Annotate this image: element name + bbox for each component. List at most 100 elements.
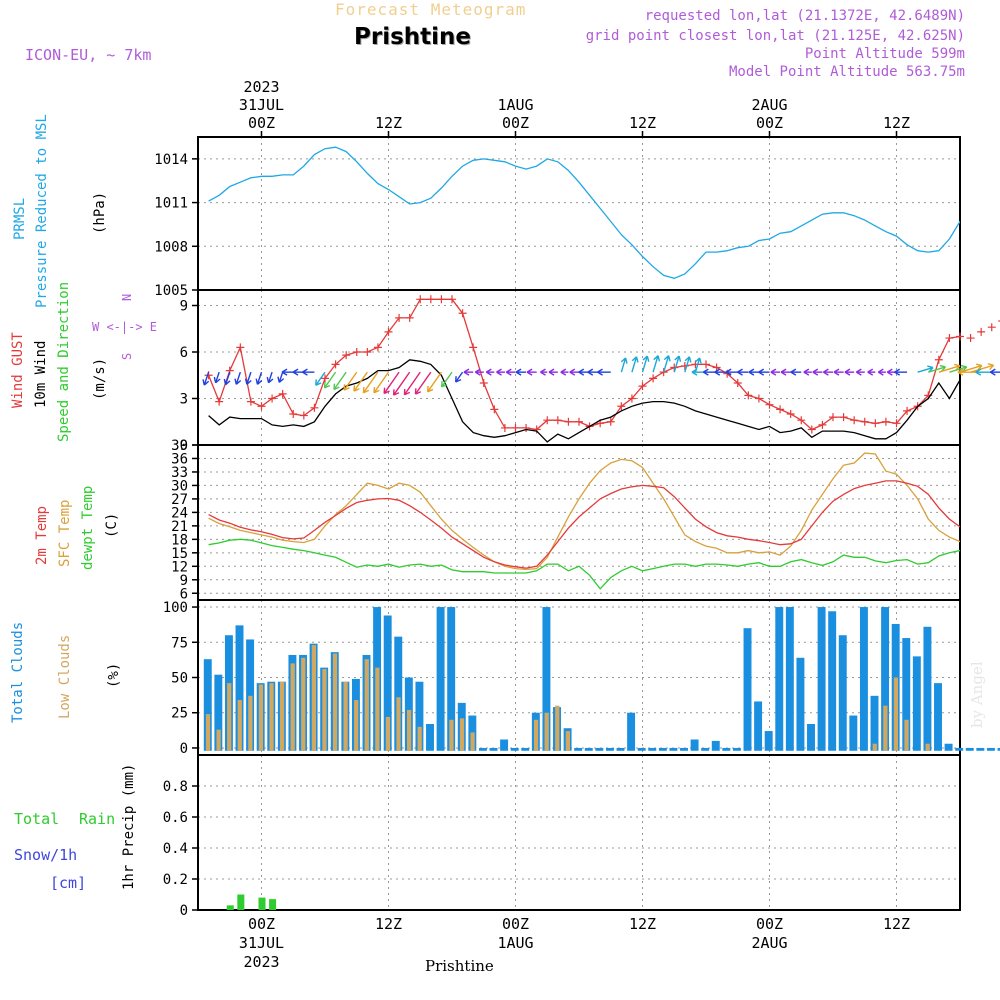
gust-marker	[553, 416, 562, 425]
wind-arrow-head	[597, 368, 603, 376]
total-cloud-bar	[383, 615, 392, 751]
low-cloud-bar	[533, 719, 539, 751]
compass-n: N	[120, 294, 134, 301]
wind-arrow-head	[894, 368, 901, 376]
gust-marker	[257, 402, 266, 411]
gust-marker	[437, 295, 446, 304]
total-cloud-bar	[881, 607, 890, 751]
gust-marker	[342, 351, 351, 360]
wind-arrow-head	[833, 368, 840, 376]
low-cloud-bar	[883, 705, 888, 751]
gust-marker	[395, 313, 404, 322]
wind-arrow-head	[957, 368, 964, 376]
wind-arrow-head	[505, 368, 512, 376]
wind-arrow	[203, 371, 210, 386]
wind-arrow-head	[496, 368, 502, 376]
dewpt-line	[208, 538, 960, 590]
gust-marker	[649, 374, 658, 383]
total-cloud-bar	[574, 747, 583, 751]
total-cloud-bar	[521, 747, 530, 751]
wind-arrow-head	[343, 384, 350, 391]
y-tick-label: 39	[171, 438, 188, 454]
wind-arrow-head	[877, 368, 884, 376]
total-cloud-bar	[203, 659, 212, 751]
gust-marker	[416, 295, 425, 304]
y-tick-label: 6	[180, 586, 188, 602]
wind-arrow-head	[812, 368, 819, 376]
y-tick-label: 0.8	[163, 779, 188, 795]
wind-arrow-head	[485, 368, 492, 376]
total-cloud-bar	[754, 701, 763, 751]
low-cloud-bar	[565, 731, 570, 751]
wind-arrow-head	[780, 368, 787, 376]
total-cloud-bar	[859, 607, 868, 751]
wind-arrow-head	[315, 379, 322, 386]
wind-arrow-head	[540, 368, 546, 376]
total-cloud-bar	[669, 747, 678, 751]
gust-marker	[977, 327, 986, 336]
total-cloud-bar	[807, 724, 815, 751]
model-label: ICON-EU, ~ 7km	[25, 46, 152, 64]
total-cloud-bar	[722, 747, 731, 751]
gust-marker	[490, 405, 499, 414]
y-tick-label: 0.4	[163, 841, 188, 857]
bottom-date-label: 2AUG	[751, 934, 787, 952]
total-cloud-bar	[934, 683, 942, 751]
gust-marker	[903, 406, 912, 415]
low-cloud-bar	[227, 683, 232, 751]
wind-arrow	[353, 371, 368, 392]
gust-marker	[511, 423, 520, 432]
gust-marker	[860, 417, 869, 426]
y-tick-label: 100	[163, 600, 188, 616]
gust-marker	[818, 420, 827, 429]
gust-marker	[246, 397, 255, 406]
wind-arrow-head	[255, 378, 263, 385]
wind-arrow-head	[790, 368, 797, 376]
total-cloud-bar	[965, 747, 974, 751]
total-cloud-bar	[595, 747, 604, 751]
bottom-time-label: 00Z	[248, 915, 275, 933]
wind-arrow-head	[684, 356, 692, 363]
total-cloud-bar	[426, 724, 434, 751]
top-year-label: 2023	[243, 78, 279, 96]
total-cloud-bar	[680, 747, 688, 751]
faint-title: Forecast Meteogram	[335, 0, 527, 19]
wind-arrow-head	[975, 368, 982, 376]
wind-arrow	[256, 371, 263, 385]
wind-arrow	[278, 371, 284, 383]
y-tick-label: 1011	[154, 196, 188, 212]
low-cloud-bar	[385, 716, 391, 751]
t2m-line	[208, 480, 960, 569]
low-cloud-bar	[205, 714, 211, 751]
wind-arrow	[403, 371, 421, 396]
wind-arrow	[343, 371, 358, 391]
low-cloud-bar	[237, 700, 242, 751]
total-cloud-bar	[605, 747, 614, 751]
y-tick-label: 0.6	[163, 810, 188, 826]
wind-arrow-head	[855, 368, 862, 376]
y-tick-label: 27	[171, 492, 188, 508]
rain-bar	[226, 905, 234, 910]
y-tick-label: 30	[171, 478, 188, 494]
wind-arrow	[662, 355, 670, 373]
bottom-date-label: 1AUG	[497, 934, 533, 952]
total-cloud-bar	[764, 731, 773, 751]
wind-arrow-head	[362, 386, 370, 394]
wind-arrow-head	[426, 385, 434, 393]
total-cloud-bar	[415, 681, 424, 751]
total-cloud-bar	[817, 607, 826, 751]
gust-marker	[575, 417, 583, 426]
gust-marker	[299, 411, 308, 420]
panel-4	[192, 754, 961, 911]
wind-arrow-head	[323, 382, 331, 389]
wind-arrow-head	[737, 368, 743, 376]
wind-arrow-head	[642, 355, 650, 362]
total-cloud-bar	[394, 636, 403, 751]
wind-arrow-head	[653, 355, 661, 362]
rain-bar	[269, 899, 277, 910]
total-cloud-bar	[785, 607, 794, 751]
gust-marker	[765, 400, 774, 409]
wind-arrow-head	[560, 368, 567, 376]
low-cloud-bar	[893, 677, 899, 751]
compass-we: W <-|-> E	[92, 320, 157, 334]
